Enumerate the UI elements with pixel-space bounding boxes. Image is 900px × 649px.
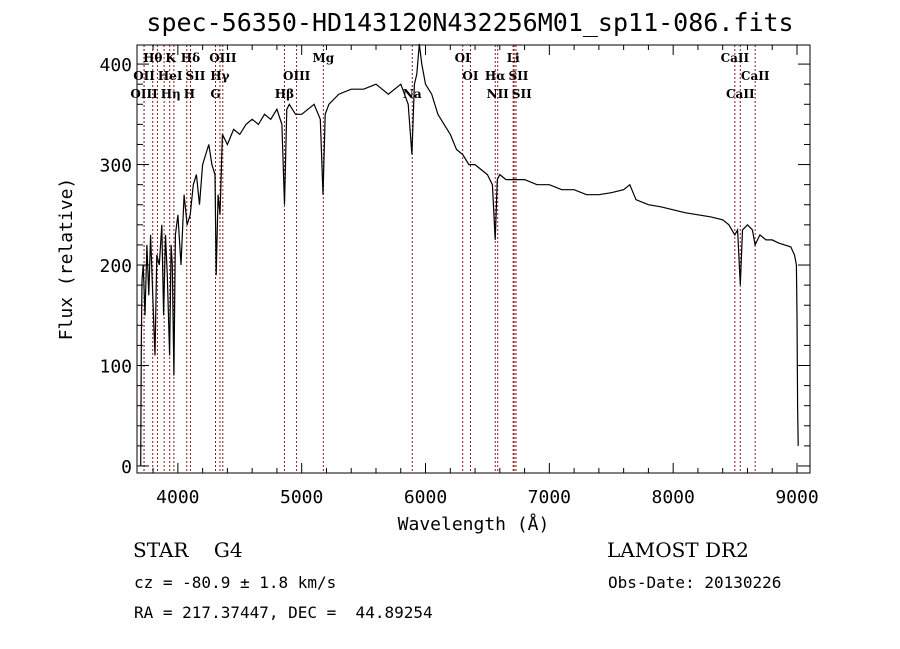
line-marker-label: OIII	[130, 87, 158, 101]
plot-frame	[136, 44, 811, 474]
line-marker-label: CaII	[721, 51, 750, 65]
survey-name: LAMOST DR2	[607, 538, 749, 562]
line-marker-label: SII	[512, 87, 532, 101]
y-axis-label: Flux (relative)	[56, 178, 77, 341]
y-tick-label: 300	[99, 156, 132, 177]
spectrum-line	[140, 43, 799, 467]
line-marker-label: CaII	[741, 69, 770, 83]
y-tick-label: 400	[99, 55, 132, 76]
y-tick-label: 0	[121, 457, 132, 478]
line-marker-label: Hη	[161, 87, 181, 101]
line-marker-label: K	[165, 51, 176, 65]
line-marker-label: OIII	[209, 51, 237, 65]
coordinates: RA = 217.37447, DEC = 44.89254	[134, 603, 433, 622]
object-class: STAR G4	[133, 538, 243, 562]
line-marker-label: Hβ	[275, 87, 294, 101]
line-marker-label: Hα	[485, 69, 506, 83]
x-tick-label: 7000	[528, 487, 571, 508]
line-marker-label: OI	[455, 51, 471, 65]
line-marker-label: NII	[487, 87, 510, 101]
x-tick-label: 4000	[156, 487, 199, 508]
x-tick-label: 9000	[775, 487, 818, 508]
line-marker-label: HeI	[158, 69, 183, 83]
x-tick-label: 8000	[651, 487, 694, 508]
line-marker-label: OII	[133, 69, 155, 83]
y-tick-label: 200	[99, 256, 132, 277]
line-marker-label: CaII	[726, 87, 755, 101]
y-tick-label: 100	[99, 356, 132, 377]
line-marker-label: SII	[509, 69, 529, 83]
line-marker-label: G	[210, 87, 220, 101]
x-tick-label: 6000	[404, 487, 447, 508]
line-marker-label: OIII	[283, 69, 311, 83]
line-marker-label: Hγ	[210, 69, 229, 83]
line-marker-label: SII	[186, 69, 206, 83]
line-marker-label: Mg	[313, 51, 335, 65]
x-axis-label: Wavelength (Å)	[398, 513, 550, 535]
line-marker-label: H	[184, 87, 195, 101]
line-marker-label: OI	[462, 69, 478, 83]
line-marker-label: Li	[507, 51, 520, 65]
line-marker-label: Na	[403, 87, 422, 101]
chart-title: spec-56350-HD143120N432256M01_sp11-086.f…	[146, 8, 794, 37]
x-tick-label: 5000	[280, 487, 323, 508]
line-marker-label: Hδ	[181, 51, 200, 65]
redshift-velocity: cz = -80.9 ± 1.8 km/s	[134, 573, 337, 592]
observation-date: Obs-Date: 20130226	[608, 573, 782, 592]
line-marker-label: Hθ	[143, 51, 162, 65]
